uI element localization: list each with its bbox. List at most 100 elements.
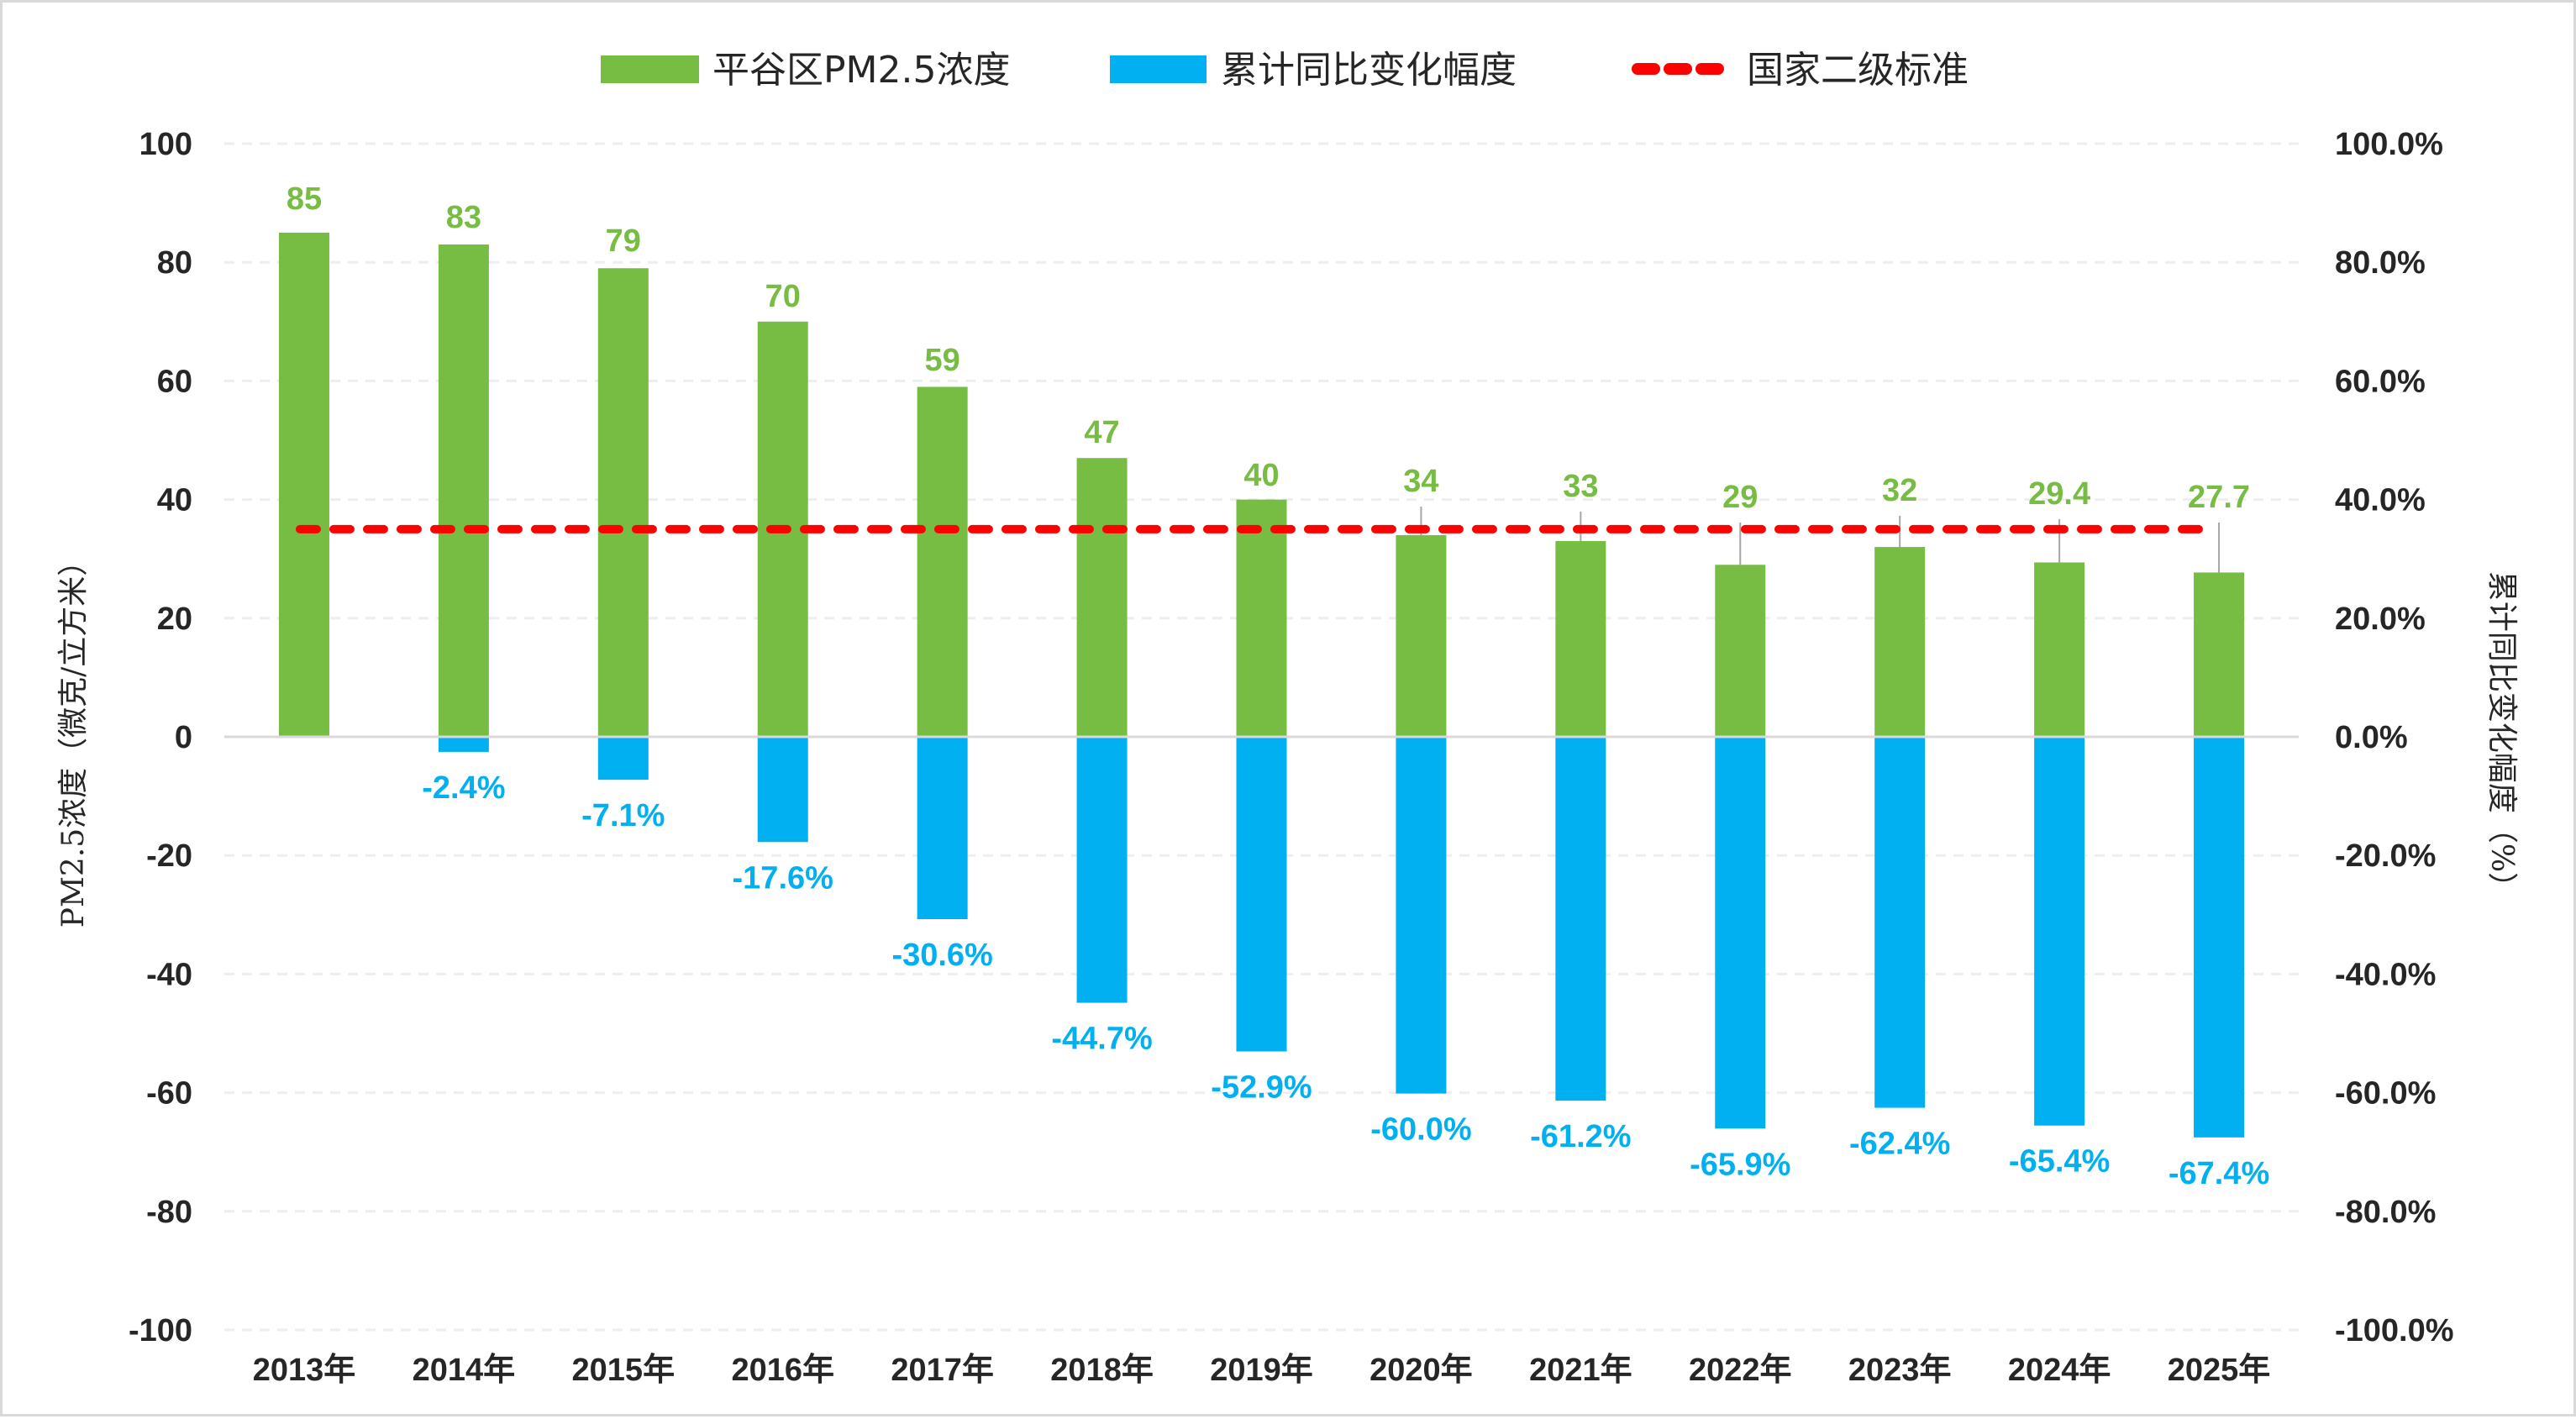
left-axis-tick-label: 0	[175, 720, 192, 755]
pm25-bar	[1236, 499, 1287, 737]
left-axis-title: PM2.5浓度（微克/立方米）	[56, 546, 91, 928]
left-axis-ticks: 100 80 60 40 20 0 -20 -40 -60 -80 -100	[129, 127, 192, 1348]
pm25-data-label: 40	[1243, 458, 1279, 493]
left-axis-tick-label: 80	[157, 245, 192, 281]
change-data-label: -7.1%	[581, 798, 665, 833]
pm25-bar	[1396, 534, 1447, 737]
pm25-data-label: 47	[1084, 415, 1119, 450]
x-axis-tick-label: 2019年	[1210, 1353, 1313, 1388]
legend-label-pm25: 平谷区PM2.5浓度	[712, 49, 1010, 92]
x-axis-tick-label: 2015年	[572, 1353, 676, 1388]
x-axis-tick-label: 2025年	[2168, 1353, 2271, 1388]
x-axis-tick-label: 2020年	[1369, 1353, 1473, 1388]
pm25-data-label: 33	[1563, 469, 1598, 504]
change-bar	[757, 738, 808, 843]
left-axis-tick-label: -100	[129, 1313, 192, 1348]
pm25-data-label: 70	[765, 279, 801, 314]
leader-lines	[1420, 507, 2221, 573]
change-bar	[1236, 738, 1287, 1052]
change-data-label: -2.4%	[422, 770, 505, 806]
right-axis-tick-label: 20.0%	[2335, 602, 2426, 637]
left-axis-tick-label: -20	[146, 838, 192, 874]
pm25-data-label: 83	[446, 200, 481, 235]
right-axis-tick-label: -60.0%	[2335, 1076, 2436, 1112]
x-axis-tick-label: 2021年	[1529, 1353, 1632, 1388]
x-axis-ticks: 2013年 2014年 2015年 2016年 2017年 2018年 2019年 2020年…	[253, 1353, 2271, 1388]
right-axis-tick-label: 40.0%	[2335, 483, 2426, 518]
change-data-label: -62.4%	[1849, 1127, 1950, 1162]
pm25-bar	[1555, 541, 1606, 737]
pm25-data-labels: 85 83 79 70 59 47 40 34 33 29 32 29.4 27.7	[287, 181, 2250, 515]
pm25-data-label: 59	[925, 343, 960, 378]
left-axis-tick-label: 100	[139, 127, 192, 162]
change-bar	[597, 738, 649, 780]
legend: 平谷区PM2.5浓度 累计同比变化幅度 国家二级标准	[601, 49, 1969, 92]
pm25-data-label: 29.4	[2028, 476, 2090, 512]
pm25-bar	[278, 232, 329, 737]
change-bar	[438, 738, 489, 752]
x-axis-tick-label: 2024年	[2008, 1353, 2111, 1388]
change-data-label: -44.7%	[1051, 1022, 1152, 1057]
legend-swatch-change	[1110, 55, 1207, 83]
left-axis-tick-label: 40	[157, 483, 192, 518]
left-axis-tick-label: -40	[146, 957, 192, 992]
change-bar	[1076, 738, 1128, 1003]
change-data-label: -30.6%	[891, 938, 992, 973]
x-axis-tick-label: 2022年	[1689, 1353, 1792, 1388]
pm25-data-label: 29	[1722, 480, 1758, 515]
right-axis-tick-label: -40.0%	[2335, 957, 2436, 992]
change-bar	[917, 738, 968, 920]
right-axis-tick-label: -80.0%	[2335, 1195, 2436, 1230]
change-data-label: -17.6%	[733, 860, 833, 896]
legend-item-change[interactable]: 累计同比变化幅度	[1110, 49, 1517, 92]
right-axis-tick-label: -20.0%	[2335, 838, 2436, 874]
change-bar	[1396, 738, 1447, 1094]
pm25-bar	[1874, 547, 1926, 737]
pm25-bar	[1715, 565, 1766, 737]
chart-canvas: 85 83 79 70 59 47 40 34 33 29 32 29.4 27.7 -2.4% -7.1…	[56, 49, 2519, 1388]
left-axis-tick-label: -80	[146, 1195, 192, 1230]
left-axis-tick-label: 60	[157, 364, 192, 399]
pm25-bar	[438, 244, 489, 737]
x-axis-tick-label: 2016年	[731, 1353, 834, 1388]
change-data-label: -60.0%	[1370, 1112, 1471, 1148]
x-axis-tick-label: 2018年	[1050, 1353, 1154, 1388]
right-axis-tick-label: 80.0%	[2335, 245, 2426, 281]
legend-label-change: 累计同比变化幅度	[1221, 49, 1517, 92]
pm25-data-label: 79	[606, 223, 641, 259]
change-bar	[2034, 738, 2085, 1126]
x-axis-tick-label: 2014年	[413, 1353, 516, 1388]
change-data-label: -65.4%	[2009, 1144, 2110, 1180]
left-axis-tick-label: -60	[146, 1076, 192, 1112]
pm25-data-label: 85	[287, 181, 322, 217]
right-axis-tick-label: 60.0%	[2335, 364, 2426, 399]
pm25-bar	[2194, 572, 2245, 737]
pm25-bar	[2034, 562, 2085, 737]
pm25-bar	[917, 386, 968, 737]
change-data-labels: -2.4% -7.1% -17.6% -30.6% -44.7% -52.9% -60.0%…	[422, 770, 2269, 1191]
change-bar	[2194, 738, 2245, 1138]
right-axis-tick-label: 100.0%	[2335, 127, 2443, 162]
right-axis-tick-label: 0.0%	[2335, 720, 2408, 755]
change-bars	[438, 738, 2245, 1138]
legend-label-standard: 国家二级标准	[1747, 49, 1969, 92]
pm25-bar	[597, 268, 649, 737]
change-data-label: -61.2%	[1530, 1119, 1631, 1154]
pm25-data-label: 32	[1882, 473, 1917, 508]
change-data-label: -65.9%	[1690, 1147, 1790, 1182]
right-axis-ticks: 100.0% 80.0% 60.0% 40.0% 20.0% 0.0% -20.0% -40.…	[2335, 127, 2454, 1348]
right-axis-title: 累计同比变化幅度（%）	[2484, 571, 2519, 902]
legend-item-standard[interactable]: 国家二级标准	[1632, 49, 1969, 92]
left-axis-tick-label: 20	[157, 602, 192, 637]
right-axis-tick-label: -100.0%	[2335, 1313, 2454, 1348]
x-axis-tick-label: 2023年	[1848, 1353, 1952, 1388]
change-bar	[1555, 738, 1606, 1101]
change-data-label: -52.9%	[1211, 1070, 1312, 1105]
pm25-bar	[1076, 458, 1128, 737]
x-axis-tick-label: 2017年	[891, 1353, 994, 1388]
x-axis-tick-label: 2013年	[253, 1353, 356, 1388]
change-bar	[1715, 738, 1766, 1129]
legend-item-pm25[interactable]: 平谷区PM2.5浓度	[601, 49, 1010, 92]
change-bar	[1874, 738, 1926, 1108]
